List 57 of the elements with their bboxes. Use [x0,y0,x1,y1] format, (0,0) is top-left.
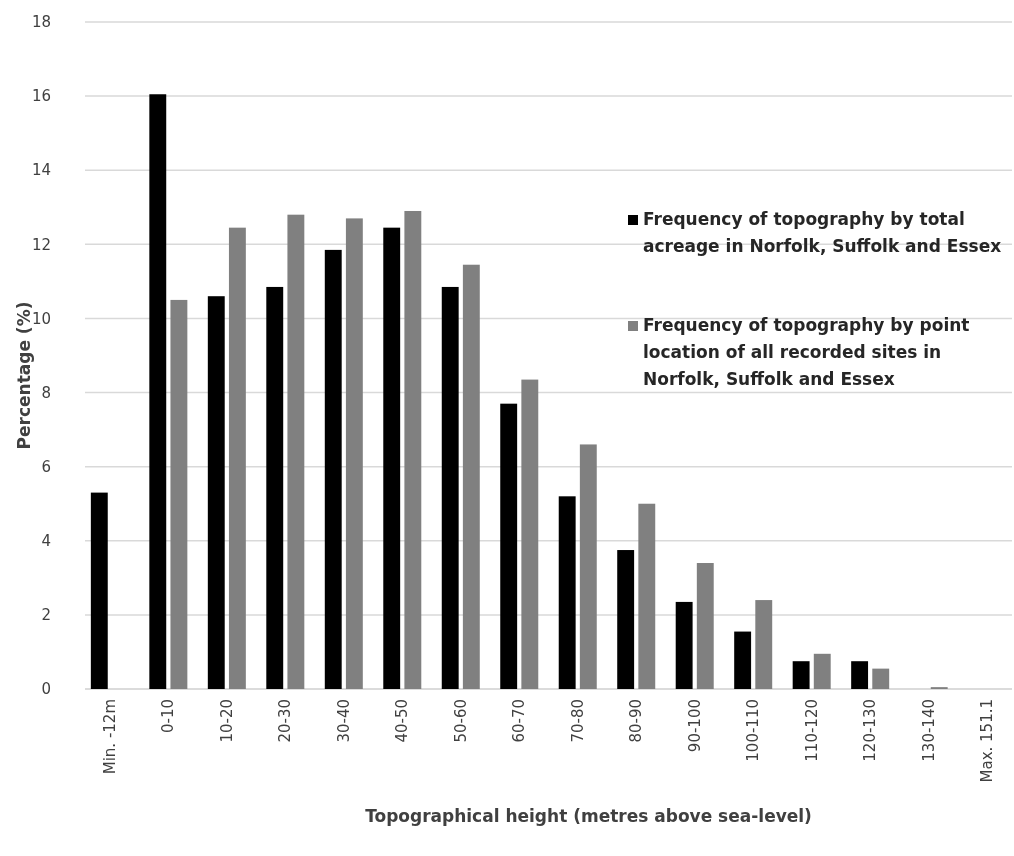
x-tick-label: 110-120 [802,699,821,762]
bar [170,299,188,689]
y-tick-label: 4 [41,532,51,551]
y-tick-label: 0 [41,680,51,699]
bar [383,227,401,689]
x-tick-label: Max. 151.1 [978,699,997,783]
bar [266,286,284,689]
bar [755,600,773,689]
bar [617,550,635,689]
bar [675,601,693,689]
bar [872,668,890,689]
x-tick-label: 50-60 [451,699,470,743]
bar [521,379,539,689]
bar [441,286,459,689]
bar [345,218,363,689]
bar [813,653,831,689]
y-tick-label: 14 [31,161,51,180]
legend-label: Frequency of topography by point location of all recorded sites in Norfolk, Suffolk and Essex [643,315,970,389]
bar [207,296,225,689]
y-tick-label: 12 [31,235,51,254]
x-tick-label: 40-50 [393,699,412,743]
bar [404,210,422,689]
y-tick-label: 18 [31,13,51,32]
bar [558,496,576,689]
bar [324,249,342,689]
bar [792,661,810,689]
x-tick-label: Min. -12m [100,699,119,775]
x-tick-label: 70-80 [568,699,587,743]
x-axis-title: Topographical height (metres above sea-level) [365,806,812,826]
bar [462,264,480,689]
y-tick-label: 2 [41,606,51,625]
x-tick-label: 10-20 [217,699,236,743]
x-tick-label: 30-40 [334,699,353,743]
x-tick-label: 60-70 [510,699,529,743]
bar [90,492,108,689]
y-tick-label: 10 [31,309,51,328]
legend-label: Frequency of topography by total acreage in Norfolk, Suffolk and Essex [643,209,1002,256]
x-tick-label: 20-30 [276,699,295,743]
bar [149,94,167,689]
bar [638,503,656,689]
x-tick-label: 100-110 [744,699,763,762]
bar [500,403,518,689]
x-tick-label: 90-100 [685,699,704,753]
y-tick-label: 16 [31,87,51,106]
bar [851,661,869,689]
x-tick-label: 120-130 [861,699,880,762]
y-axis-title: Percentage (%) [14,301,34,450]
x-tick-label: 0-10 [159,699,178,734]
bar [287,214,305,689]
y-tick-label: 6 [41,457,51,476]
bar [228,227,246,689]
bar [579,444,597,689]
x-tick-label: 80-90 [627,699,646,743]
x-tick-label: 130-140 [919,699,938,762]
bar [734,631,752,689]
y-tick-label: 8 [41,383,51,402]
bar [696,563,714,689]
